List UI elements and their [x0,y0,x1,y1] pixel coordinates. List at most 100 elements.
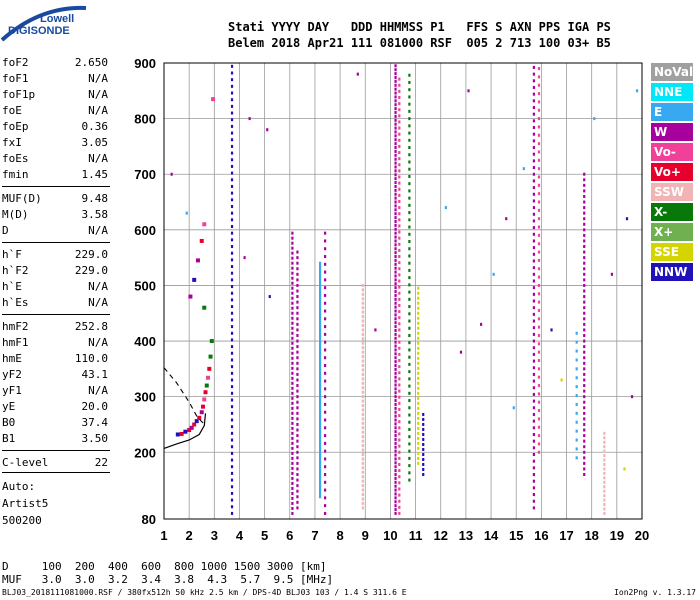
echo-point [583,378,586,382]
trace-point [189,425,194,430]
param-row: fmin 1.45 [2,168,108,184]
echo-point [532,299,536,303]
echo-point [532,379,536,383]
echo-point [324,410,327,414]
echo-point [532,432,536,436]
echo-point [537,300,541,304]
echo-point [266,128,269,132]
echo-point [408,362,411,366]
version-label: Ion2Png v. 1.3.17 [614,588,696,597]
echo-point [318,459,322,463]
trace-point [206,375,211,380]
echo-point [230,131,234,135]
echo-point [408,174,411,178]
echo-point [318,320,322,324]
echo-point [583,211,586,215]
echo-point [361,452,364,456]
echo-point [408,131,411,135]
echo-point [532,499,536,503]
echo-point [398,395,401,399]
param-value: 22 [94,456,108,469]
echo-point [394,114,397,118]
echo-point [532,386,536,390]
echo-point [603,503,606,507]
echo-point [230,231,234,235]
echo-point [398,352,401,356]
echo-point [230,71,234,75]
echo-point [394,488,397,492]
echo-point [398,120,401,124]
echo-point [318,431,322,435]
echo-point [318,359,322,363]
echo-point [532,199,536,203]
echo-point [398,291,401,295]
echo-point [603,440,606,444]
profile-dashed-line [163,367,206,425]
echo-point [394,231,397,235]
echo-point [537,317,541,321]
echo-point [291,446,294,450]
echo-point [394,258,397,262]
echo-point [394,157,397,161]
echo-point [318,445,322,449]
echo-point [532,112,536,116]
echo-point [230,138,234,142]
echo-point [398,114,401,118]
echo-point [408,109,411,113]
echo-point [394,441,397,445]
echo-point [417,451,420,455]
legend-item: SSE [651,243,693,261]
echo-point [575,376,578,380]
echo-point [537,225,541,229]
echo-point [243,256,246,260]
echo-point [537,92,541,96]
param-name: yF1 [2,384,22,397]
echo-point [394,511,397,515]
echo-point [583,311,586,315]
echo-point [296,361,299,365]
echo-point [394,325,397,329]
echo-point [318,325,322,329]
file-info: BLJ03_2018111081000.RSF / 380fx512h 50 k… [2,588,407,597]
echo-point [408,406,411,410]
footer-muf-row: MUF 3.0 3.0 3.2 3.4 3.8 4.3 5.7 9.5 [MHz… [2,573,334,586]
echo-point [398,273,401,277]
echo-point [291,461,294,465]
echo-point [398,163,401,167]
echo-point [394,418,397,422]
legend-item: NNW [651,263,693,281]
param-row: h`F 229.0 [2,248,108,264]
echo-point [394,262,397,266]
echo-point [408,80,411,84]
echo-point [583,317,586,321]
echo-point [583,461,586,465]
trace-point [208,354,213,359]
echo-point [230,378,234,382]
echo-point [185,211,188,215]
echo-point [408,203,411,207]
echo-point [408,232,411,236]
echo-point [394,364,397,368]
echo-point [532,419,536,423]
echo-point [394,134,397,138]
echo-point [230,418,234,422]
header-line1: Stati YYYY DAY DDD HHMMSS P1 FFS S AXN P… [228,20,611,34]
echo-point [361,364,364,368]
echo-point [324,504,327,508]
echo-point [394,379,397,383]
echo-point [422,457,425,461]
echo-point [291,231,294,235]
echo-point [230,265,234,269]
param-name: hmE [2,352,22,365]
echo-point [296,473,299,477]
echo-point [291,351,294,355]
echo-point [230,78,234,82]
echo-point [398,346,401,350]
echo-point [417,301,420,305]
echo-point [583,389,586,393]
echo-point [575,340,578,344]
echo-point [583,333,586,337]
echo-point [361,457,364,461]
echo-point [398,261,401,265]
